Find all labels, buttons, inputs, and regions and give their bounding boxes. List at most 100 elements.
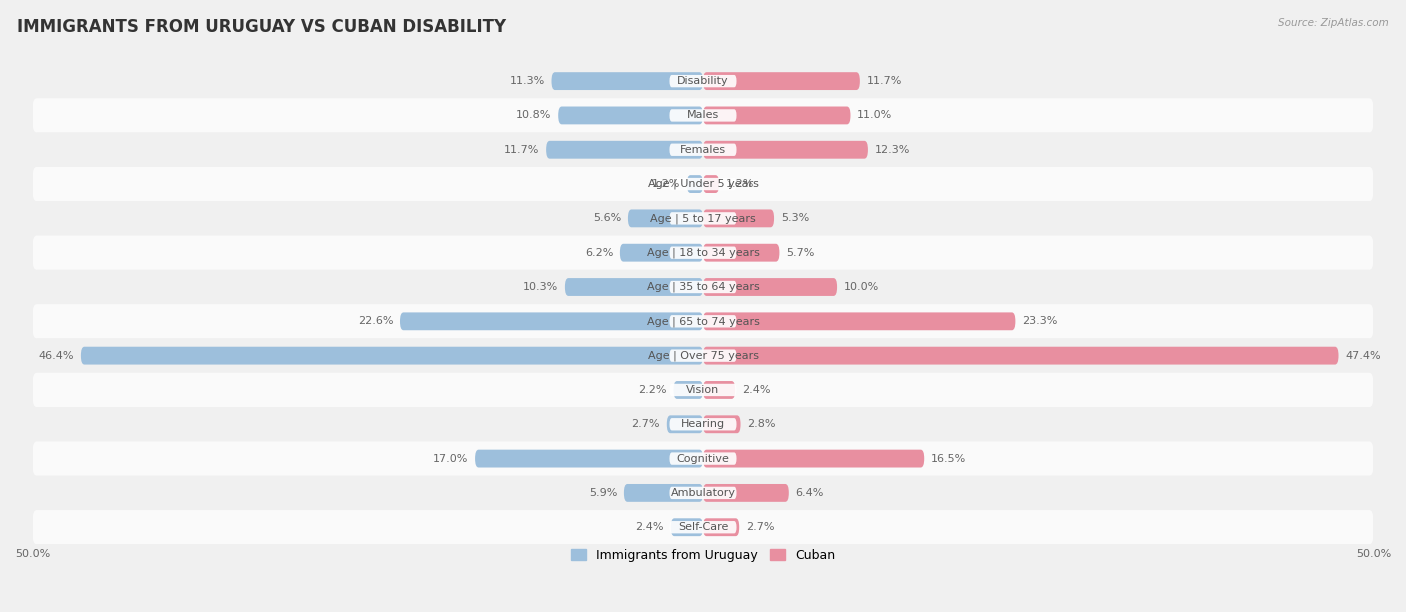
FancyBboxPatch shape (32, 270, 1374, 304)
FancyBboxPatch shape (32, 201, 1374, 236)
FancyBboxPatch shape (669, 212, 737, 225)
FancyBboxPatch shape (32, 64, 1374, 99)
FancyBboxPatch shape (628, 209, 703, 227)
FancyBboxPatch shape (669, 315, 737, 327)
Text: 16.5%: 16.5% (931, 453, 966, 463)
FancyBboxPatch shape (32, 373, 1374, 407)
FancyBboxPatch shape (669, 349, 737, 362)
FancyBboxPatch shape (703, 72, 860, 90)
Text: Disability: Disability (678, 76, 728, 86)
Text: Hearing: Hearing (681, 419, 725, 429)
Text: Males: Males (688, 110, 718, 121)
FancyBboxPatch shape (671, 518, 703, 536)
FancyBboxPatch shape (399, 312, 703, 330)
Text: Vision: Vision (686, 385, 720, 395)
FancyBboxPatch shape (669, 144, 737, 156)
FancyBboxPatch shape (551, 72, 703, 90)
FancyBboxPatch shape (32, 133, 1374, 167)
Text: Age | Over 75 years: Age | Over 75 years (648, 351, 758, 361)
FancyBboxPatch shape (666, 416, 703, 433)
Text: 22.6%: 22.6% (357, 316, 394, 326)
Text: Age | 18 to 34 years: Age | 18 to 34 years (647, 247, 759, 258)
Text: 11.7%: 11.7% (505, 145, 540, 155)
Text: Cognitive: Cognitive (676, 453, 730, 463)
Text: 1.2%: 1.2% (725, 179, 754, 189)
Text: Age | Under 5 years: Age | Under 5 years (648, 179, 758, 189)
FancyBboxPatch shape (669, 418, 737, 430)
FancyBboxPatch shape (546, 141, 703, 159)
Text: Age | 5 to 17 years: Age | 5 to 17 years (650, 213, 756, 223)
Text: 46.4%: 46.4% (39, 351, 75, 360)
FancyBboxPatch shape (32, 441, 1374, 476)
Text: 47.4%: 47.4% (1346, 351, 1381, 360)
Text: 2.4%: 2.4% (742, 385, 770, 395)
Text: 5.6%: 5.6% (593, 214, 621, 223)
FancyBboxPatch shape (32, 99, 1374, 133)
FancyBboxPatch shape (558, 106, 703, 124)
Text: 2.7%: 2.7% (631, 419, 659, 429)
FancyBboxPatch shape (703, 518, 740, 536)
Text: 11.3%: 11.3% (509, 76, 544, 86)
Text: Females: Females (681, 145, 725, 155)
Text: 2.8%: 2.8% (747, 419, 776, 429)
FancyBboxPatch shape (669, 110, 737, 122)
FancyBboxPatch shape (669, 384, 737, 396)
Text: Source: ZipAtlas.com: Source: ZipAtlas.com (1278, 18, 1389, 28)
Text: Ambulatory: Ambulatory (671, 488, 735, 498)
FancyBboxPatch shape (688, 175, 703, 193)
FancyBboxPatch shape (703, 347, 1339, 365)
FancyBboxPatch shape (32, 304, 1374, 338)
FancyBboxPatch shape (32, 236, 1374, 270)
FancyBboxPatch shape (669, 247, 737, 259)
Text: 1.2%: 1.2% (652, 179, 681, 189)
FancyBboxPatch shape (703, 484, 789, 502)
FancyBboxPatch shape (669, 178, 737, 190)
Text: 5.7%: 5.7% (786, 248, 814, 258)
Legend: Immigrants from Uruguay, Cuban: Immigrants from Uruguay, Cuban (565, 544, 841, 567)
Text: 5.3%: 5.3% (780, 214, 808, 223)
Text: 11.7%: 11.7% (866, 76, 901, 86)
Text: 10.0%: 10.0% (844, 282, 879, 292)
FancyBboxPatch shape (565, 278, 703, 296)
FancyBboxPatch shape (703, 209, 775, 227)
Text: 6.4%: 6.4% (796, 488, 824, 498)
FancyBboxPatch shape (32, 510, 1374, 545)
FancyBboxPatch shape (32, 476, 1374, 510)
FancyBboxPatch shape (703, 450, 924, 468)
FancyBboxPatch shape (703, 278, 837, 296)
Text: 6.2%: 6.2% (585, 248, 613, 258)
FancyBboxPatch shape (669, 521, 737, 534)
FancyBboxPatch shape (32, 338, 1374, 373)
FancyBboxPatch shape (703, 381, 735, 399)
Text: Self-Care: Self-Care (678, 522, 728, 532)
Text: 10.3%: 10.3% (523, 282, 558, 292)
FancyBboxPatch shape (624, 484, 703, 502)
FancyBboxPatch shape (475, 450, 703, 468)
Text: IMMIGRANTS FROM URUGUAY VS CUBAN DISABILITY: IMMIGRANTS FROM URUGUAY VS CUBAN DISABIL… (17, 18, 506, 36)
FancyBboxPatch shape (669, 452, 737, 465)
Text: 5.9%: 5.9% (589, 488, 617, 498)
Text: 2.2%: 2.2% (638, 385, 666, 395)
FancyBboxPatch shape (703, 106, 851, 124)
Text: 23.3%: 23.3% (1022, 316, 1057, 326)
Text: Age | 65 to 74 years: Age | 65 to 74 years (647, 316, 759, 327)
FancyBboxPatch shape (669, 487, 737, 499)
FancyBboxPatch shape (669, 281, 737, 293)
FancyBboxPatch shape (703, 175, 718, 193)
FancyBboxPatch shape (620, 244, 703, 261)
FancyBboxPatch shape (82, 347, 703, 365)
FancyBboxPatch shape (32, 167, 1374, 201)
Text: 12.3%: 12.3% (875, 145, 910, 155)
Text: Age | 35 to 64 years: Age | 35 to 64 years (647, 282, 759, 293)
Text: 17.0%: 17.0% (433, 453, 468, 463)
FancyBboxPatch shape (703, 141, 868, 159)
FancyBboxPatch shape (673, 381, 703, 399)
FancyBboxPatch shape (703, 312, 1015, 330)
Text: 2.4%: 2.4% (636, 522, 664, 532)
FancyBboxPatch shape (669, 75, 737, 88)
Text: 10.8%: 10.8% (516, 110, 551, 121)
FancyBboxPatch shape (32, 407, 1374, 441)
Text: 2.7%: 2.7% (747, 522, 775, 532)
Text: 11.0%: 11.0% (858, 110, 893, 121)
FancyBboxPatch shape (703, 244, 779, 261)
